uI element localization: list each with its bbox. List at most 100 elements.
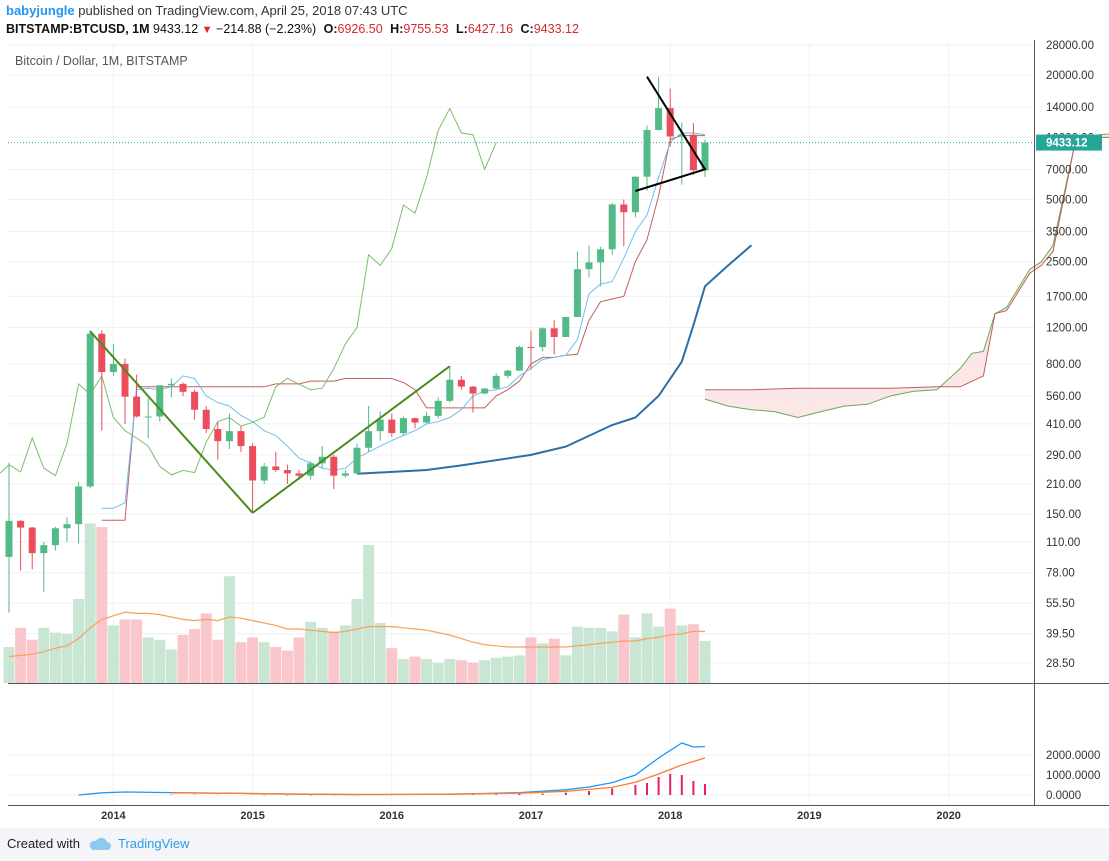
time-tick-label: 2018: [658, 810, 682, 822]
candle-body: [75, 486, 83, 525]
volume-bar: [363, 545, 375, 683]
volume-bar: [374, 623, 386, 683]
kijun-sen-line: [101, 135, 705, 521]
chikou-span-line: [0, 107, 497, 477]
candle-body: [504, 370, 512, 376]
pattern-annotations: [89, 76, 707, 514]
candle-body: [109, 363, 117, 373]
candle-body: [620, 204, 628, 213]
volume-bar: [502, 656, 514, 683]
time-tick-label: 2016: [380, 810, 404, 822]
price-tick-label: 7000.00: [1046, 164, 1088, 176]
volume-bar: [247, 637, 259, 683]
candle-body: [701, 142, 709, 171]
price-tick-label: 78.00: [1046, 568, 1075, 580]
price-tick-label: 110.00: [1046, 537, 1080, 549]
candle-body: [376, 419, 384, 432]
candle-body: [260, 466, 268, 481]
candle-body: [550, 328, 558, 337]
candle-body: [469, 386, 477, 394]
low-label: L:: [456, 22, 468, 36]
volume-bar: [281, 650, 293, 683]
close-label: C:: [520, 22, 534, 36]
price-tick-label: 28000.00: [1046, 40, 1094, 52]
volume-bar: [641, 613, 653, 683]
volume-bar: [571, 626, 583, 683]
volume-bar: [386, 648, 398, 683]
volume-bar: [339, 625, 351, 683]
last-price: 9433.12: [153, 22, 199, 36]
candle-body: [678, 134, 686, 137]
candle-body: [631, 176, 639, 213]
ichimoku-cloud: [704, 133, 1109, 419]
volume-bar: [235, 642, 247, 683]
footer: Created with TradingView: [0, 828, 1109, 861]
candle-body: [86, 333, 94, 487]
price-tick-label: 3500.00: [1046, 227, 1088, 239]
volume-bar: [676, 625, 688, 683]
triangle-pattern: [635, 76, 707, 192]
candle-body: [330, 456, 338, 476]
volume-bar: [444, 659, 456, 683]
volume-bar: [397, 659, 409, 683]
candle-body: [411, 418, 419, 423]
candle-body: [5, 520, 13, 557]
price-chart[interactable]: 28000.0020000.0014000.0010000.007000.005…: [0, 40, 1109, 828]
volume-bar: [513, 655, 525, 683]
volume-bar: [189, 629, 201, 683]
candle-body: [295, 473, 303, 476]
time-tick-label: 2019: [797, 810, 821, 822]
candle-body: [434, 400, 442, 416]
time-tick-label: 2020: [936, 810, 960, 822]
candle-body: [167, 383, 175, 386]
volume-bar: [421, 659, 433, 683]
candle-body: [98, 333, 106, 373]
price-tick-label: 1700.00: [1046, 291, 1088, 303]
candle-body: [28, 527, 36, 554]
price-tick-label: 410.00: [1046, 419, 1081, 431]
volume-bar: [305, 621, 317, 683]
time-tick-label: 2015: [240, 810, 264, 822]
volume-bar: [96, 527, 108, 683]
volume-bar: [490, 657, 502, 683]
volume-bar: [212, 639, 224, 683]
volume-bar: [537, 643, 549, 683]
volume-bar: [26, 639, 38, 683]
high-value: 9755.53: [403, 22, 449, 36]
time-tick-label: 2014: [101, 810, 126, 822]
bearish-leg-line: [89, 330, 254, 514]
candlesticks: [5, 76, 709, 613]
candle-body: [573, 269, 581, 317]
volume-bar: [479, 660, 491, 683]
volume-bar: [653, 626, 665, 683]
axes: 28000.0020000.0014000.0010000.007000.005…: [8, 40, 1109, 822]
candle-body: [608, 204, 616, 250]
candle-body: [144, 416, 152, 418]
volume-bar: [455, 660, 467, 683]
macd-tick-label: 1000.0000: [1046, 770, 1100, 782]
candle-body: [446, 379, 454, 401]
high-label: H:: [390, 22, 404, 36]
candle-body: [481, 388, 489, 394]
signal-line: [171, 757, 706, 796]
volume-bar: [699, 641, 711, 683]
price-tick-label: 2500.00: [1046, 257, 1088, 269]
author-link[interactable]: babyjungle: [6, 3, 75, 18]
price-tick-label: 20000.00: [1046, 70, 1094, 82]
candle-body: [17, 520, 25, 528]
low-value: 6427.16: [467, 22, 514, 36]
macd-tick-label: 2000.0000: [1046, 750, 1100, 762]
volume-bar: [177, 635, 189, 683]
volume-bar: [165, 649, 177, 683]
volume-bar: [49, 632, 61, 683]
candle-body: [655, 108, 663, 131]
tradingview-link[interactable]: TradingView: [118, 836, 190, 851]
down-arrow-icon: ▼: [201, 24, 213, 36]
symbol-label[interactable]: BITSTAMP:BTCUSD, 1M: [6, 22, 150, 36]
candle-body: [597, 249, 605, 263]
candle-body: [51, 528, 59, 546]
volume-bar: [200, 613, 212, 683]
volume-bar: [618, 614, 630, 683]
volume-bar: [119, 619, 131, 683]
price-tick-label: 55.50: [1046, 598, 1075, 610]
